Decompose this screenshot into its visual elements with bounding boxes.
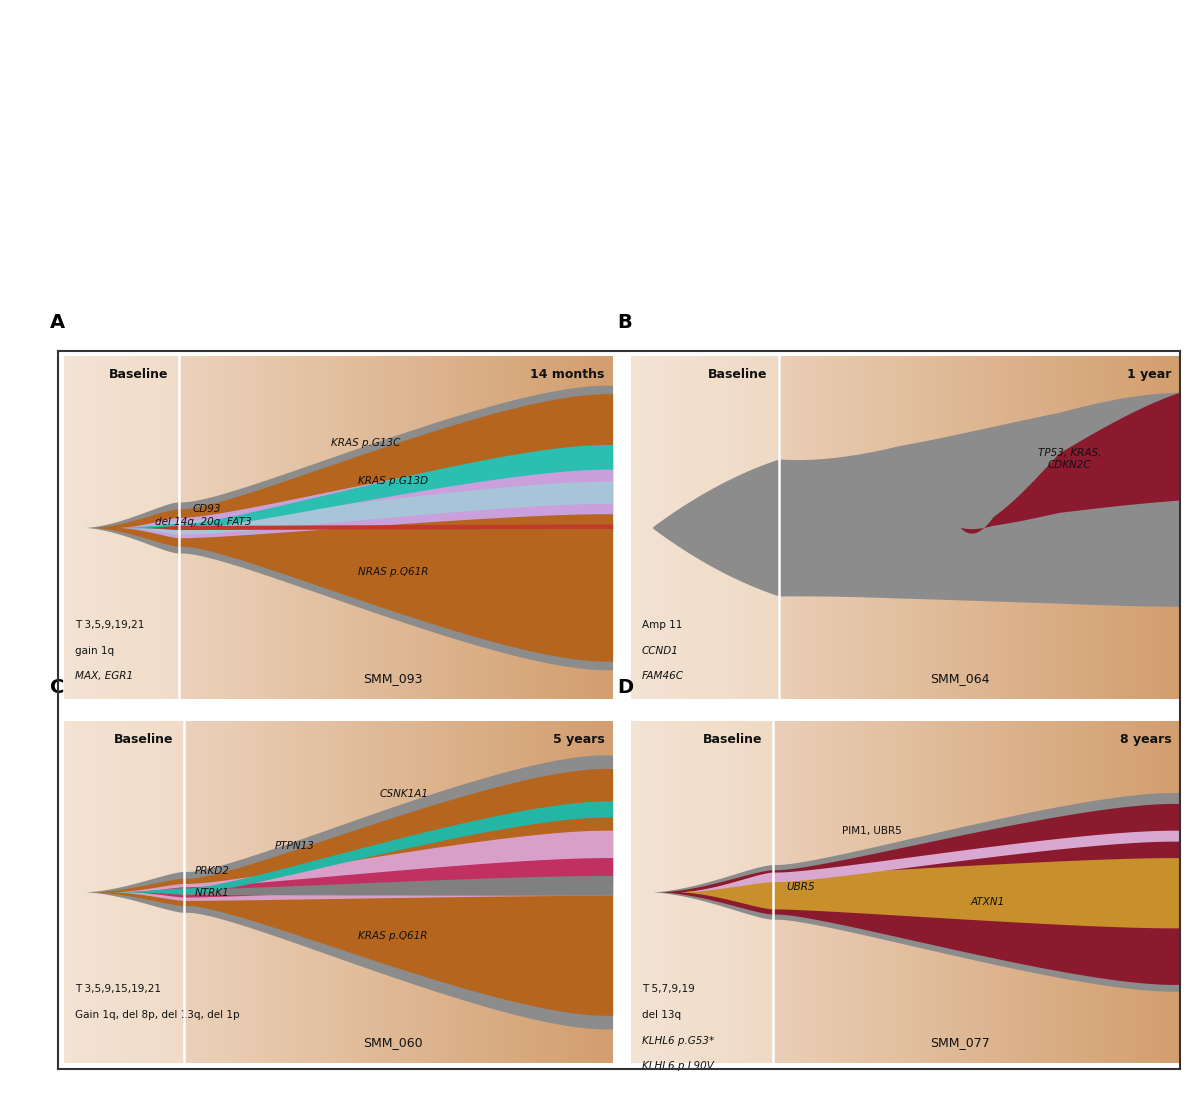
Bar	[64, 356, 179, 699]
Bar	[64, 721, 185, 1063]
Text: Baseline: Baseline	[114, 732, 174, 745]
Text: KRAS p.G13D: KRAS p.G13D	[358, 477, 428, 487]
Text: T 5,7,9,19: T 5,7,9,19	[642, 984, 695, 994]
Bar	[631, 356, 779, 699]
Text: ATXN1: ATXN1	[971, 898, 1004, 907]
Text: B: B	[617, 313, 631, 332]
Text: C: C	[50, 677, 65, 697]
Text: KRAS p.Q61R: KRAS p.Q61R	[359, 932, 427, 941]
Text: 1 year: 1 year	[1127, 368, 1171, 381]
Text: A: A	[50, 313, 65, 332]
Text: SMM_064: SMM_064	[930, 672, 990, 685]
Text: NTRK1: NTRK1	[194, 888, 229, 898]
Text: FAM46C: FAM46C	[642, 671, 684, 682]
Bar	[631, 721, 773, 1063]
Text: Baseline: Baseline	[703, 732, 762, 745]
Text: PIM1, UBR5: PIM1, UBR5	[842, 826, 902, 836]
Text: UBR5: UBR5	[786, 882, 815, 892]
Text: Gain 1q, del 8p, del 13q, del 1p: Gain 1q, del 8p, del 13q, del 1p	[74, 1011, 239, 1020]
Text: CD93: CD93	[192, 504, 221, 514]
Text: PRKD2: PRKD2	[194, 866, 229, 876]
Text: T 3,5,9,15,19,21: T 3,5,9,15,19,21	[74, 984, 161, 994]
Text: SMM_093: SMM_093	[364, 672, 422, 685]
Text: CCND1: CCND1	[642, 646, 678, 655]
Text: D: D	[617, 677, 634, 697]
Text: TP53, KRAS,
CDKN2C: TP53, KRAS, CDKN2C	[1038, 448, 1102, 470]
Text: Baseline: Baseline	[108, 368, 168, 381]
Text: T 3,5,9,19,21: T 3,5,9,19,21	[74, 620, 144, 630]
Text: KRAS p.G13C: KRAS p.G13C	[331, 437, 401, 447]
Text: del 14q, 20q, FAT3: del 14q, 20q, FAT3	[155, 517, 252, 527]
Text: gain 1q: gain 1q	[74, 646, 114, 655]
Text: MAX, EGR1: MAX, EGR1	[74, 671, 133, 682]
Text: del 13q: del 13q	[642, 1011, 680, 1020]
Text: KLHL6 p.G53*: KLHL6 p.G53*	[642, 1036, 714, 1046]
Text: Baseline: Baseline	[708, 368, 768, 381]
Text: NRAS p.Q61R: NRAS p.Q61R	[358, 567, 428, 576]
Text: 8 years: 8 years	[1120, 732, 1171, 745]
Text: CSNK1A1: CSNK1A1	[379, 789, 428, 799]
Text: KLHL6 p.L90V: KLHL6 p.L90V	[642, 1061, 714, 1072]
Text: SMM_077: SMM_077	[930, 1037, 990, 1050]
Text: SMM_060: SMM_060	[364, 1037, 422, 1050]
Text: PTPN13: PTPN13	[275, 841, 314, 850]
Text: 5 years: 5 years	[553, 732, 605, 745]
Text: 14 months: 14 months	[530, 368, 605, 381]
Text: Amp 11: Amp 11	[642, 620, 682, 630]
